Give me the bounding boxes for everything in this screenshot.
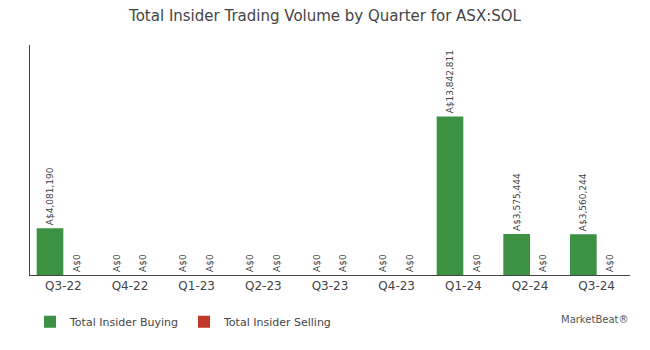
svg-text:Q3-24: Q3-24: [578, 279, 615, 293]
svg-text:A$0: A$0: [112, 254, 122, 272]
svg-text:A$0: A$0: [538, 254, 548, 272]
svg-text:Total Insider Trading Volume b: Total Insider Trading Volume by Quarter …: [128, 7, 521, 25]
svg-text:A$4,081,190: A$4,081,190: [45, 167, 55, 225]
svg-text:A$0: A$0: [312, 254, 322, 272]
svg-text:A$0: A$0: [178, 254, 188, 272]
svg-text:Total Insider Selling: Total Insider Selling: [223, 316, 331, 329]
svg-text:MarketBeat®: MarketBeat®: [561, 314, 628, 325]
svg-text:Q2-23: Q2-23: [245, 279, 282, 293]
svg-text:A$0: A$0: [605, 254, 615, 272]
svg-text:Q3-23: Q3-23: [312, 279, 349, 293]
svg-text:Q1-23: Q1-23: [178, 279, 215, 293]
svg-text:Q1-24: Q1-24: [445, 279, 482, 293]
svg-text:A$0: A$0: [138, 254, 148, 272]
svg-text:A$3,560,244: A$3,560,244: [578, 173, 588, 231]
svg-text:A$0: A$0: [338, 254, 348, 272]
svg-text:A$0: A$0: [472, 254, 482, 272]
svg-text:A$0: A$0: [272, 254, 282, 272]
svg-text:Total Insider Buying: Total Insider Buying: [69, 316, 178, 329]
svg-text:Q3-22: Q3-22: [45, 279, 82, 293]
svg-text:A$13,842,811: A$13,842,811: [445, 50, 455, 113]
svg-text:A$0: A$0: [245, 254, 255, 272]
svg-text:A$3,575,444: A$3,575,444: [512, 173, 522, 231]
svg-text:A$0: A$0: [378, 254, 388, 272]
svg-text:A$0: A$0: [72, 254, 82, 272]
svg-text:A$0: A$0: [205, 254, 215, 272]
svg-text:A$0: A$0: [405, 254, 415, 272]
svg-text:Q4-23: Q4-23: [378, 279, 415, 293]
svg-text:Q2-24: Q2-24: [512, 279, 549, 293]
svg-text:Q4-22: Q4-22: [112, 279, 149, 293]
